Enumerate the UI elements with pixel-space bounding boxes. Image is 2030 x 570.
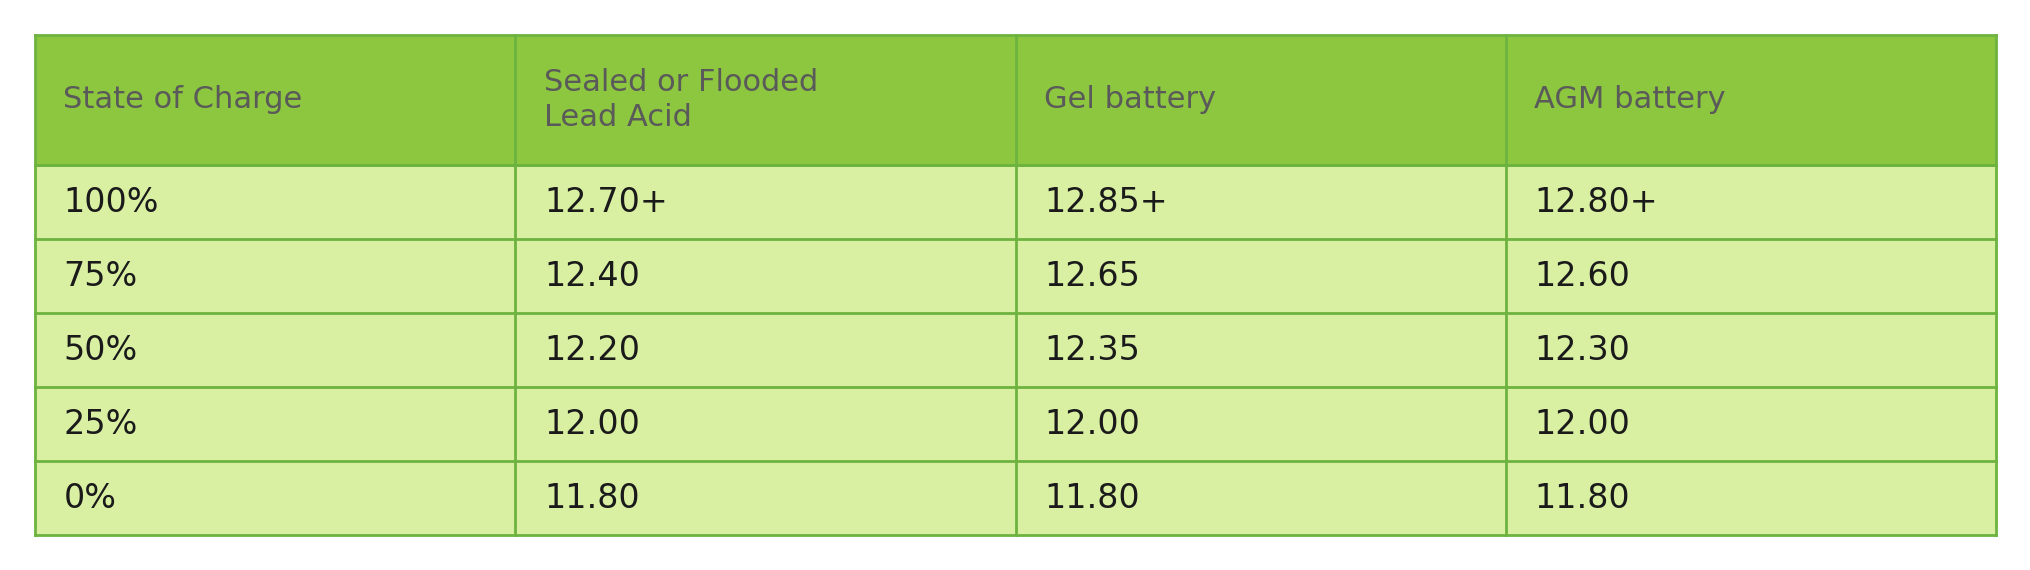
Text: 25%: 25%: [63, 408, 138, 441]
Bar: [516, 387, 1015, 461]
Bar: [35, 239, 516, 313]
Bar: [1015, 461, 1504, 535]
Text: 12.00: 12.00: [1043, 408, 1139, 441]
Text: Sealed or Flooded
Lead Acid: Sealed or Flooded Lead Acid: [544, 68, 818, 132]
Text: 11.80: 11.80: [1533, 482, 1628, 515]
Text: 75%: 75%: [63, 259, 138, 292]
Bar: [1015, 387, 1504, 461]
Text: 0%: 0%: [63, 482, 116, 515]
Text: 12.80+: 12.80+: [1533, 185, 1656, 218]
Bar: [1504, 239, 1995, 313]
Text: 12.30: 12.30: [1533, 333, 1630, 367]
Bar: [1504, 313, 1995, 387]
Text: 12.00: 12.00: [1533, 408, 1630, 441]
Text: 12.35: 12.35: [1043, 333, 1139, 367]
Bar: [35, 35, 1995, 535]
Text: 12.70+: 12.70+: [544, 185, 668, 218]
Text: 12.65: 12.65: [1043, 259, 1139, 292]
Bar: [516, 239, 1015, 313]
Text: State of Charge: State of Charge: [63, 86, 302, 115]
Bar: [35, 35, 516, 165]
Text: 12.40: 12.40: [544, 259, 639, 292]
Bar: [1015, 35, 1504, 165]
Text: 11.80: 11.80: [1043, 482, 1139, 515]
Text: 50%: 50%: [63, 333, 138, 367]
Text: 12.85+: 12.85+: [1043, 185, 1167, 218]
Bar: [1015, 165, 1504, 239]
Bar: [1504, 165, 1995, 239]
Bar: [1015, 313, 1504, 387]
Bar: [516, 35, 1015, 165]
Bar: [1504, 387, 1995, 461]
Text: AGM battery: AGM battery: [1533, 86, 1726, 115]
Bar: [1504, 461, 1995, 535]
Bar: [516, 461, 1015, 535]
Text: 100%: 100%: [63, 185, 158, 218]
Bar: [35, 313, 516, 387]
Bar: [1015, 239, 1504, 313]
Bar: [35, 165, 516, 239]
Text: Gel battery: Gel battery: [1043, 86, 1216, 115]
Text: 12.20: 12.20: [544, 333, 639, 367]
Bar: [516, 313, 1015, 387]
Text: 12.60: 12.60: [1533, 259, 1630, 292]
Bar: [35, 387, 516, 461]
Text: 12.00: 12.00: [544, 408, 639, 441]
Bar: [35, 461, 516, 535]
Text: 11.80: 11.80: [544, 482, 639, 515]
Bar: [1504, 35, 1995, 165]
Bar: [516, 165, 1015, 239]
